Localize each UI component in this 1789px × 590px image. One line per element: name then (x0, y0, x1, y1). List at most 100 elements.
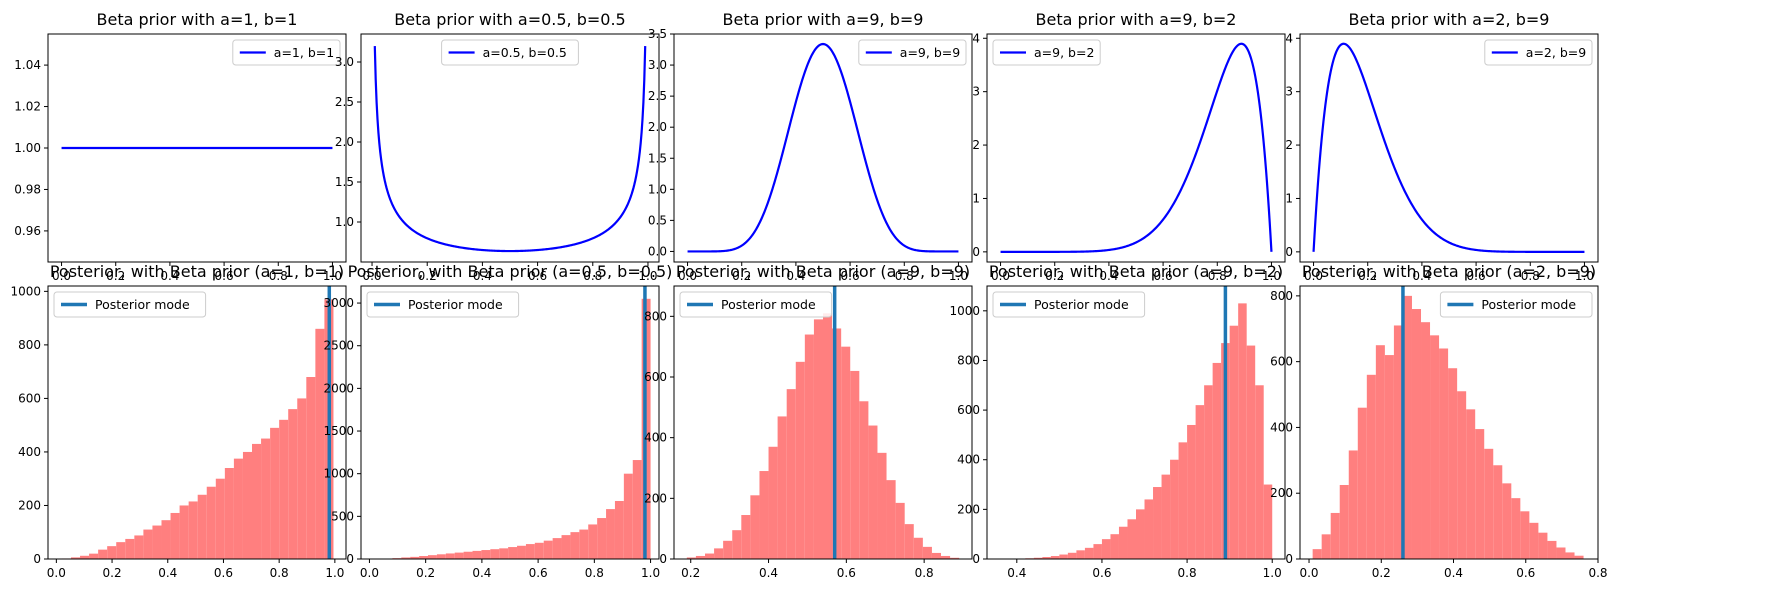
x-tick-label: 0.6 (1516, 566, 1535, 580)
x-tick-label: 0.4 (472, 566, 491, 580)
histogram-bar (1178, 442, 1188, 559)
y-tick-label: 0 (972, 245, 980, 259)
histogram-bar (1229, 325, 1239, 559)
legend: a=0.5, b=0.5 (441, 39, 579, 66)
x-tick-label: 0.4 (786, 269, 805, 283)
histogram-bar (143, 529, 153, 559)
axes-frame (1299, 285, 1599, 560)
y-tick-label: 200 (957, 502, 980, 516)
histogram-bar (940, 555, 951, 559)
x-tick-label: 0.2 (416, 566, 435, 580)
histogram-bar (732, 530, 742, 559)
series-line-1 (1000, 42, 1273, 253)
x-tick-label: 0.0 (360, 566, 379, 580)
histogram-bar (1493, 465, 1503, 559)
histogram-bar (1042, 557, 1051, 559)
histogram-bar (224, 468, 234, 559)
x-tick-label: 0.8 (1208, 269, 1227, 283)
histogram-bar (315, 328, 325, 559)
y-tick-label: 1.5 (335, 175, 354, 189)
legend-label: a=1, b=1 (274, 45, 334, 60)
subplot-title: Posterior, with Beta prior (a=0.5, b=0.5… (348, 262, 673, 281)
histogram-bar (152, 525, 162, 559)
histogram-bar (768, 446, 778, 559)
x-tick-label: 1.0 (1263, 566, 1282, 580)
histogram-bar (1330, 512, 1340, 559)
x-tick-label: 0.8 (583, 269, 602, 283)
plot-area (61, 286, 334, 559)
series-line-1 (373, 46, 647, 253)
histogram-bar (859, 401, 869, 559)
x-tick-label: 0.4 (1412, 269, 1431, 283)
histogram-bar (1153, 487, 1162, 559)
y-tick-label: 4 (972, 31, 980, 45)
histogram-bar (1565, 552, 1575, 559)
histogram-bar (1136, 509, 1145, 559)
y-tick-label: 400 (18, 445, 41, 459)
x-tick-label: 0.4 (160, 269, 179, 283)
histogram-bar (1457, 391, 1467, 559)
subplot-title: Beta prior with a=1, b=1 (97, 10, 298, 29)
y-tick-label: 400 (957, 453, 980, 467)
x-tick-label: 0.2 (732, 269, 751, 283)
axes-frame (673, 285, 973, 560)
histogram-bar (1255, 385, 1264, 559)
histogram-bar (410, 556, 420, 559)
histogram-bar (1529, 522, 1539, 559)
x-tick-label: 0.0 (52, 269, 71, 283)
subplot-7: Posterior, with Beta prior (a=0.5, b=0.5… (323, 262, 672, 580)
legend-label: Posterior mode (1481, 297, 1576, 312)
legend-box (1484, 39, 1593, 66)
y-tick-label: 1 (1285, 191, 1293, 205)
histogram-bar (419, 556, 428, 559)
histogram-bar (517, 545, 526, 559)
x-tick-label: 0.6 (841, 269, 860, 283)
histogram-bar (270, 427, 280, 559)
y-tick-label: 2.5 (335, 95, 354, 109)
x-tick-label: 0.2 (681, 566, 700, 580)
y-tick-label: 800 (957, 353, 980, 367)
x-tick-label: 0.8 (585, 566, 604, 580)
histogram-bar (1238, 303, 1247, 559)
y-tick-label: 2500 (323, 339, 354, 353)
histogram-bar (741, 515, 751, 559)
x-tick-label: 0.8 (895, 269, 914, 283)
histogram-bar (288, 409, 298, 559)
histogram-bar (759, 471, 769, 559)
y-tick-label: 600 (957, 403, 980, 417)
histogram-bar (1439, 348, 1449, 559)
axes-frame (986, 285, 1286, 560)
histogram-bar (868, 425, 878, 559)
x-tick-label: 0.2 (103, 566, 122, 580)
x-tick-label: 1.0 (641, 566, 660, 580)
y-tick-label: 1.00 (14, 141, 41, 155)
histogram-bar (777, 416, 787, 559)
y-tick-label: 0.5 (648, 213, 667, 227)
x-tick-label: 0.8 (1588, 566, 1607, 580)
y-tick-label: 200 (18, 498, 41, 512)
histogram-bar (1195, 405, 1205, 559)
x-tick-label: 0.6 (837, 566, 856, 580)
histogram-bar (623, 473, 633, 559)
y-tick-label: 500 (331, 509, 354, 523)
histogram-bar (454, 552, 464, 559)
subplot-4: Beta prior with a=9, b=2 0.0 0.2 0.4 0.6 0.8 1… (972, 10, 1286, 283)
subplot-title: Posterior, with Beta prior (a=9, b=2) (989, 262, 1283, 281)
histogram-bar (913, 537, 923, 559)
histogram-bar (1110, 534, 1119, 559)
legend-box (858, 39, 967, 66)
histogram-bar (1475, 429, 1485, 559)
histogram-bar (1574, 555, 1584, 559)
histogram-bar (1118, 526, 1128, 559)
histogram-bar (242, 451, 253, 559)
legend: Posterior mode (366, 291, 520, 318)
histogram-bar (552, 538, 562, 559)
histogram-bar (1067, 552, 1077, 559)
x-tick-label: 0.0 (678, 269, 697, 283)
legend-label: a=9, b=2 (1034, 45, 1094, 60)
x-tick-label: 0.4 (759, 566, 778, 580)
histogram-bar (588, 524, 598, 559)
histogram-bar (1411, 309, 1422, 559)
legend-label: a=2, b=9 (1526, 45, 1586, 60)
y-tick-label: 0 (972, 552, 980, 566)
